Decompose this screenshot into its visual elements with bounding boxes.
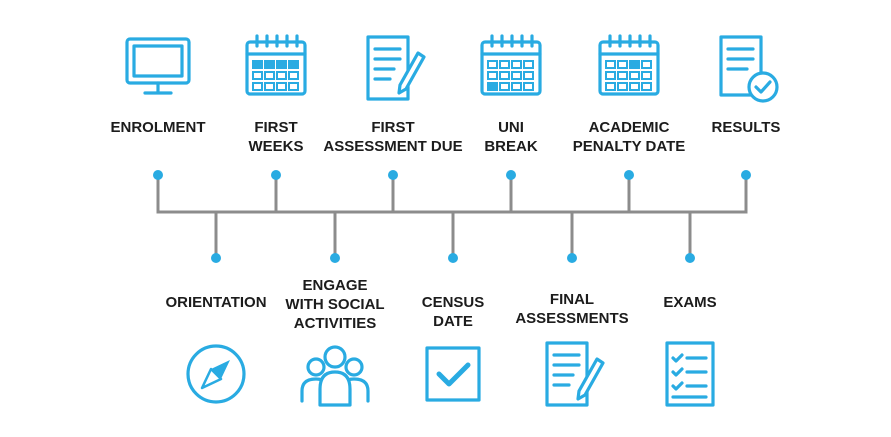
milestone-label-line: ACADEMIC [588,119,670,136]
document-check-icon [719,35,779,103]
timeline-node-top [388,170,398,180]
timeline-node-top [741,170,751,180]
milestone-label: ENGAGE WITH SOCIAL ACTIVITIES [235,276,435,333]
milestone-label-line: CENSUS [421,294,485,311]
milestone-label: UNI BREAK [411,118,611,156]
milestone-label-line: FIRST [254,119,298,136]
compass-icon [186,344,246,404]
timeline-node-top [506,170,516,180]
calendar-icon [245,34,307,96]
milestone-label-line: ASSESSMENTS [515,310,629,327]
milestone-label: FIRST ASSESSMENT DUE [293,118,493,156]
timeline-node-top [271,170,281,180]
timeline-node-bottom [685,253,695,263]
calendar-icon [598,34,660,96]
checklist-icon [665,341,715,407]
milestone-label: EXAMS [590,293,790,312]
milestone-label-line: PENALTY DATE [572,138,686,155]
milestone-label-line: FINAL [549,291,595,308]
milestone-label: FIRST WEEKS [176,118,376,156]
milestone-label-line: FIRST [371,119,415,136]
milestone-label-line: DATE [433,313,473,330]
milestone-label-line: ASSESSMENT DUE [323,138,463,155]
milestone-label-line: WITH SOCIAL [285,296,385,313]
milestone-label-line: RESULTS [711,119,781,136]
milestone-label: ACADEMIC PENALTY DATE [529,118,729,156]
milestone-label-line: ACTIVITIES [293,315,377,332]
milestone-label-line: UNI [498,119,524,136]
document-pencil-icon [366,35,426,101]
document-pencil-icon [545,341,605,407]
milestone-label: RESULTS [646,118,846,137]
monitor-icon [125,37,191,95]
milestone-label-line: ENROLMENT [110,119,206,136]
timeline-node-top [624,170,634,180]
timeline-node-bottom [448,253,458,263]
timeline-node-bottom [330,253,340,263]
milestone-label: ORIENTATION [116,293,316,312]
milestone-label: FINAL ASSESSMENTS [472,290,672,328]
timeline-node-bottom [567,253,577,263]
milestone-label-line: WEEKS [248,138,304,155]
checkbox-icon [425,346,481,402]
milestone-label-line: EXAMS [663,294,717,311]
timeline-node-top [153,170,163,180]
milestone-label: CENSUS DATE [353,293,553,331]
milestone-label: ENROLMENT [58,118,258,137]
milestone-label-line: ORIENTATION [165,294,267,311]
calendar-icon [480,34,542,96]
milestone-label-line: BREAK [484,138,538,155]
milestone-label-line: ENGAGE [302,277,368,294]
timeline-node-bottom [211,253,221,263]
people-group-icon [300,345,370,407]
